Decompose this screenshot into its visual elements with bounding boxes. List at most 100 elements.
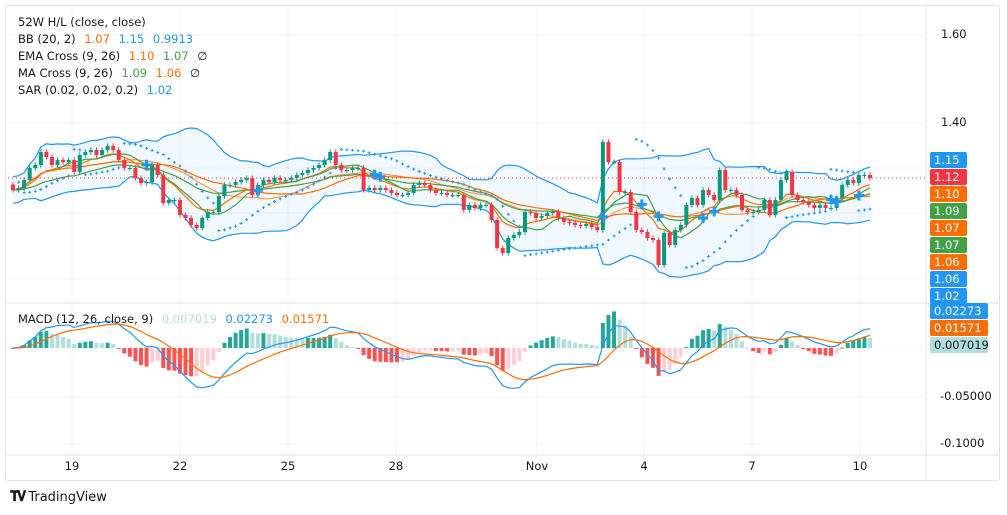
legend-macd[interactable]: MACD (12, 26, close, 9) 0.007019 0.02273… [18, 311, 334, 328]
legend-sar[interactable]: SAR (0.02, 0.02, 0.2) 1.02 [18, 82, 212, 99]
candle-body [116, 150, 121, 160]
sar-dot [72, 147, 76, 151]
candle-body [244, 178, 249, 180]
candle-body [105, 146, 110, 150]
sar-dot [211, 201, 215, 205]
macd-histogram-bar [261, 333, 266, 348]
time-tick: Nov [525, 459, 549, 473]
legend-ma-label: MA Cross (9, 26) [18, 66, 113, 80]
candle-body [72, 160, 77, 172]
candle-body [144, 182, 149, 183]
candle-body [155, 165, 160, 175]
cross-marker [375, 171, 386, 182]
sar-dot [440, 177, 443, 181]
candle-body [539, 216, 544, 218]
macd-histogram-bar [500, 348, 505, 371]
candle-body [545, 213, 550, 216]
macd-histogram-bar [778, 344, 783, 348]
macd-histogram-bar [801, 348, 806, 349]
candle-body [205, 212, 210, 218]
macd-histogram-bar [634, 348, 639, 350]
macd-histogram-bar [177, 348, 182, 374]
macd-histogram-bar [784, 338, 789, 348]
candle-body [439, 193, 444, 194]
sar-dot [334, 166, 338, 170]
macd-histogram-bar [484, 348, 489, 354]
candle-body [728, 190, 733, 191]
sar-dot [551, 249, 555, 253]
sar-dot [779, 171, 783, 175]
candle-body [823, 205, 828, 208]
legend-main: 52W H/L (close, close) BB (20, 2) 1.07 1… [18, 14, 212, 99]
sar-dot [228, 226, 232, 230]
candle-body [350, 168, 355, 170]
macd-histogram-bar [406, 348, 411, 360]
sar-dot [150, 148, 154, 152]
macd-histogram-bar [127, 348, 132, 357]
candle-body [189, 218, 194, 225]
macd-histogram-bar [250, 332, 255, 348]
tradingview-logo[interactable]: 𝐓𝐕 TradingView [10, 489, 107, 505]
sar-dot [718, 246, 722, 250]
sar-dot [512, 219, 516, 223]
sar-dot [651, 149, 655, 153]
sar-dot [161, 153, 165, 157]
candle-body [778, 180, 783, 200]
macd-histogram-bar [61, 337, 66, 348]
sar-dot [606, 238, 610, 242]
price-tick: 1.40 [941, 115, 967, 129]
sar-dot [306, 185, 310, 189]
cross-marker [252, 185, 263, 196]
candle-body [695, 198, 700, 205]
candle-body [606, 142, 611, 162]
sar-dot [484, 192, 488, 196]
legend-ma[interactable]: MA Cross (9, 26) 1.09 1.06 ∅ [18, 65, 212, 82]
candle-body [433, 190, 438, 193]
candle-body [689, 198, 694, 205]
legend-bb[interactable]: BB (20, 2) 1.07 1.15 0.9913 [18, 31, 212, 48]
macd-histogram-bar [356, 348, 361, 349]
macd-histogram-bar [539, 340, 544, 348]
legend-ema[interactable]: EMA Cross (9, 26) 1.10 1.07 ∅ [18, 48, 212, 65]
macd-histogram-bar [762, 348, 767, 352]
sar-dot [373, 152, 377, 156]
sar-dot [601, 242, 605, 246]
sar-dot [629, 223, 633, 227]
macd-histogram-bar [222, 342, 227, 348]
sar-dot [785, 216, 789, 220]
candle-body [278, 178, 283, 180]
tradingview-logo-icon: 𝐓𝐕 [10, 489, 26, 505]
sar-dot [829, 167, 833, 171]
candle-body [495, 220, 500, 248]
macd-histogram-bar [88, 341, 93, 348]
macd-histogram-bar [344, 345, 349, 348]
bb-fill [13, 128, 870, 278]
legend-52w[interactable]: 52W H/L (close, close) [18, 14, 212, 31]
macd-histogram-bar [22, 344, 27, 348]
candle-body [522, 212, 527, 232]
macd-signal-line [12, 323, 871, 381]
macd-histogram-bar [450, 348, 455, 352]
macd-histogram-bar [595, 346, 600, 348]
legend-52w-label: 52W H/L (close, close) [18, 15, 146, 29]
macd-histogram-bar [433, 348, 438, 351]
time-tick: 22 [172, 459, 188, 473]
candle-body [656, 240, 661, 265]
candle-body [311, 168, 316, 170]
macd-histogram-bar [49, 333, 54, 348]
candle-body [667, 233, 672, 245]
sar-dot [695, 262, 699, 266]
sar-dot [723, 240, 727, 244]
candle-body [868, 175, 872, 178]
candle-body [49, 157, 54, 165]
macd-histogram-bar [584, 344, 589, 348]
macd-histogram-bar [200, 348, 205, 372]
candle-body [383, 188, 388, 190]
sar-dot [278, 197, 282, 201]
macd-value-label: 0.01571 [930, 320, 988, 336]
candle-body [461, 195, 466, 210]
price-label: 1.06 [930, 254, 967, 270]
candle-body [862, 175, 867, 176]
sar-dot [217, 229, 221, 233]
